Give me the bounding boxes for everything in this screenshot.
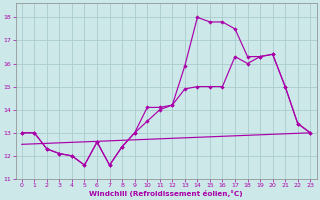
X-axis label: Windchill (Refroidissement éolien,°C): Windchill (Refroidissement éolien,°C) xyxy=(89,190,243,197)
